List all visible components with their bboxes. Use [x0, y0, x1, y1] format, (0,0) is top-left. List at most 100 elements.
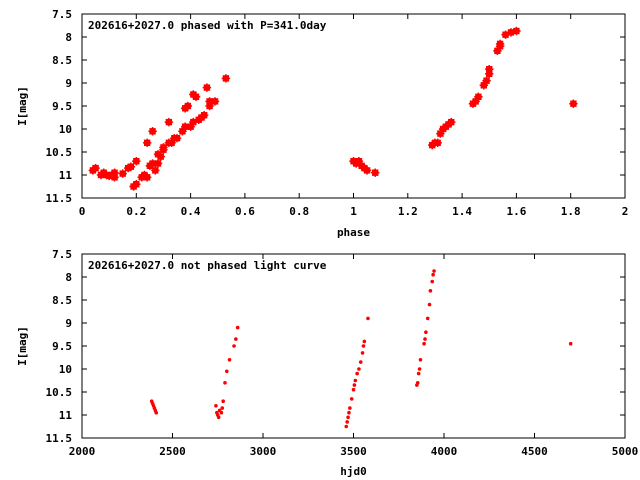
- data-point: [220, 406, 225, 410]
- phased-plot-panel: 0 0.2 0.4 0.6 0.8 1 1.2 1.4 1.6 1.8 2 7.5 8 8.5 9 9.5 1…: [16, 8, 628, 239]
- data-point: [349, 397, 354, 401]
- y-tick-label: 11.5: [46, 192, 73, 205]
- data-point: [214, 404, 218, 408]
- data-point: [221, 74, 231, 83]
- x-tick-label: 3000: [250, 445, 277, 458]
- y-tick-label: 9.5: [52, 100, 72, 113]
- y-tick-label: 10.5: [46, 386, 73, 399]
- data-point: [183, 101, 193, 111]
- data-point: [568, 341, 573, 346]
- data-point: [148, 127, 157, 136]
- y-tick-label: 7.5: [52, 8, 72, 21]
- data-point: [223, 381, 227, 385]
- y-tick-label: 11: [59, 409, 73, 422]
- data-markers: [88, 26, 578, 191]
- x-tick-label: 3500: [340, 445, 367, 458]
- data-point: [344, 424, 349, 429]
- y-tick-label: 8: [65, 31, 72, 44]
- data-point: [418, 358, 423, 362]
- x-tick-label: 0: [79, 205, 86, 218]
- data-point: [357, 367, 361, 371]
- data-point: [424, 330, 428, 335]
- data-point: [348, 406, 352, 410]
- data-point: [353, 378, 358, 383]
- data-point: [216, 415, 221, 420]
- unphased-plot-panel: 2000 2500 3000 3500 4000 4500 5000 7.5 8 8.5 9 9.5…: [16, 248, 638, 478]
- data-point: [415, 381, 420, 385]
- data-point: [423, 337, 427, 341]
- data-point: [482, 76, 491, 85]
- data-point: [132, 180, 141, 189]
- data-point: [118, 169, 127, 178]
- data-point: [485, 65, 494, 74]
- data-point: [352, 383, 357, 387]
- data-point: [110, 168, 119, 177]
- x-tick-label: 0.8: [289, 205, 309, 218]
- y-tick-label: 10: [59, 123, 72, 136]
- data-point: [416, 371, 421, 376]
- y-axis-ticks: 7.5 8 8.5 9 9.5 10 10.5 11 11.5: [46, 248, 625, 445]
- data-point: [347, 410, 351, 415]
- data-point: [351, 387, 356, 392]
- data-point: [153, 159, 163, 168]
- data-point: [360, 351, 365, 355]
- x-tick-label: 0.2: [126, 205, 146, 218]
- data-point: [235, 325, 240, 330]
- y-tick-label: 9: [65, 77, 72, 90]
- y-tick-label: 8.5: [52, 54, 72, 67]
- data-point: [156, 152, 165, 161]
- y-tick-label: 8: [65, 271, 72, 284]
- data-point: [91, 163, 100, 173]
- data-point: [355, 371, 359, 376]
- x-tick-label: 2500: [159, 445, 186, 458]
- data-point: [474, 92, 483, 101]
- x-tick-label: 1.2: [398, 205, 418, 218]
- data-point: [159, 143, 168, 152]
- data-markers: [149, 269, 573, 429]
- data-point: [345, 420, 349, 424]
- data-point: [433, 138, 442, 147]
- data-point: [126, 162, 136, 171]
- data-point: [427, 302, 432, 307]
- data-point: [232, 344, 236, 348]
- data-point: [417, 367, 422, 371]
- x-tick-label: 1: [350, 205, 357, 218]
- y-tick-label: 8.5: [52, 294, 72, 307]
- x-tick-label: 2000: [69, 445, 96, 458]
- y-axis-label: I[mag]: [16, 86, 29, 126]
- x-tick-label: 1.4: [452, 205, 472, 218]
- data-point: [371, 168, 380, 177]
- data-point: [422, 341, 426, 346]
- x-tick-label: 0.4: [181, 205, 201, 218]
- data-point: [172, 134, 182, 143]
- data-point: [191, 92, 201, 101]
- data-point: [199, 111, 209, 120]
- data-point: [210, 97, 220, 106]
- x-axis-ticks: 2000 2500 3000 3500 4000 4500 5000: [69, 254, 639, 458]
- data-point: [366, 316, 370, 321]
- data-point: [361, 344, 366, 348]
- data-point: [202, 83, 212, 92]
- y-axis-ticks: 7.5 8 8.5 9 9.5 10 10.5 11 11.5: [46, 8, 625, 205]
- data-point: [219, 410, 224, 415]
- y-tick-label: 11.5: [46, 432, 73, 445]
- x-tick-label: 4000: [431, 445, 458, 458]
- data-point: [362, 166, 372, 175]
- x-axis-label: hjd0: [340, 465, 367, 478]
- y-tick-label: 9: [65, 317, 72, 330]
- data-point: [221, 399, 225, 404]
- data-point: [430, 279, 435, 284]
- data-point: [569, 99, 578, 108]
- y-tick-label: 10: [59, 363, 72, 376]
- x-tick-label: 2: [622, 205, 629, 218]
- x-tick-label: 5000: [612, 445, 639, 458]
- y-tick-label: 7.5: [52, 248, 72, 261]
- x-axis-label: phase: [337, 226, 370, 239]
- data-point: [227, 358, 232, 362]
- data-point: [164, 117, 174, 127]
- x-tick-label: 1.6: [506, 205, 526, 218]
- data-point: [358, 360, 363, 364]
- y-tick-label: 11: [59, 169, 73, 182]
